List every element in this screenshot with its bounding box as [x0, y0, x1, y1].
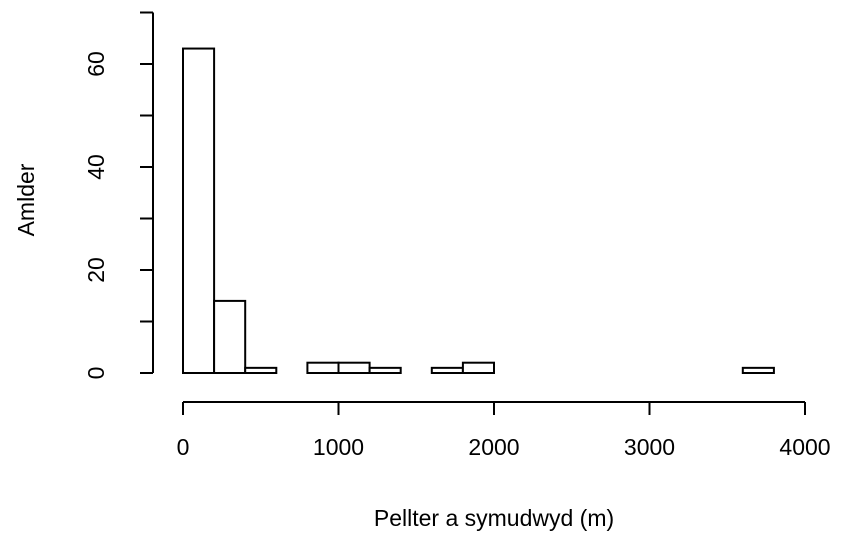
- x-tick-label-0: 0: [177, 434, 190, 460]
- histogram-bar-8: [430, 366, 464, 375]
- histogram-bar-2: [244, 366, 278, 375]
- histogram-bar-4: [306, 361, 340, 375]
- y-axis: 0 20 40 60: [83, 11, 154, 380]
- y-tick-label-20: 20: [83, 257, 109, 283]
- histogram-bar-9: [461, 361, 495, 375]
- histogram-bar-6: [368, 366, 402, 375]
- x-tick-label-1000: 1000: [313, 434, 364, 460]
- histogram-bar-1: [213, 299, 247, 374]
- histogram-bar-5: [337, 361, 371, 375]
- y-tick-label-60: 60: [83, 51, 109, 77]
- histogram-bar-18: [741, 366, 775, 375]
- x-tick-label-3000: 3000: [624, 434, 675, 460]
- x-tick-label-4000: 4000: [779, 434, 830, 460]
- histogram-bar-0: [182, 47, 216, 375]
- x-tick-label-2000: 2000: [468, 434, 519, 460]
- y-axis-title: Amlder: [13, 163, 39, 236]
- y-tick-label-0: 0: [83, 367, 109, 380]
- x-axis-title: Pellter a symudwyd (m): [374, 505, 614, 531]
- histogram-bars: [182, 47, 775, 375]
- x-axis: 0 1000 2000 3000 4000: [177, 401, 831, 460]
- y-tick-label-40: 40: [83, 154, 109, 180]
